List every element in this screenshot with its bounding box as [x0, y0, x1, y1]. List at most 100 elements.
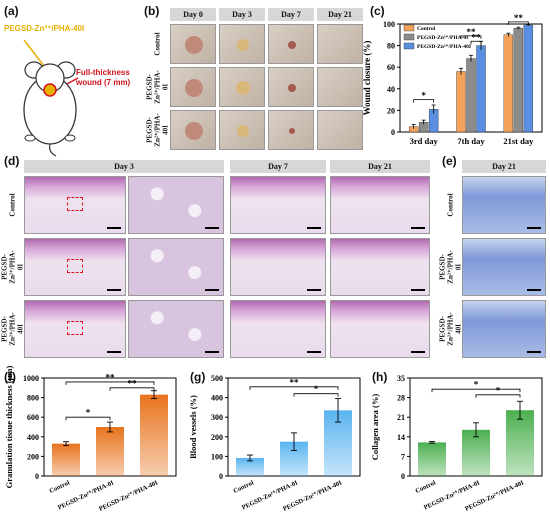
histology-header: Day 21 [330, 160, 430, 173]
histology-image [24, 300, 126, 358]
wound-spot [237, 125, 249, 137]
significance-bracket [460, 35, 482, 39]
significance-marker: ** [467, 27, 477, 37]
bar [503, 34, 514, 133]
significance-bracket [413, 99, 435, 103]
legend-entry: Control [417, 26, 436, 32]
significance-marker: * [314, 384, 319, 394]
scale-bar [411, 227, 425, 229]
y-tick-label: 1000 [23, 374, 39, 383]
bar [523, 24, 534, 133]
histology-image [128, 300, 224, 358]
y-tick-label: 0 [391, 128, 395, 137]
legend-swatch [403, 33, 415, 41]
scale-bar [527, 351, 541, 353]
photo-column-header: Day 3 [219, 8, 265, 21]
y-tick-label: 100 [211, 452, 223, 461]
wound-spot [185, 36, 203, 54]
significance-bracket [475, 394, 521, 398]
y-tick-label: 300 [211, 413, 223, 422]
wound-photo [219, 110, 265, 150]
significance-marker: * [421, 91, 426, 101]
wound-spot [289, 128, 295, 134]
histology-header: Day 3 [24, 160, 224, 173]
y-tick-label: 80 [387, 42, 395, 51]
scale-bar [205, 289, 219, 291]
wound-spot [288, 41, 296, 49]
y-tick-label: 400 [27, 433, 39, 442]
panel-f-label: (f) [4, 370, 16, 384]
wound-photo [219, 67, 265, 107]
histology-image [230, 300, 326, 358]
scale-bar [527, 227, 541, 229]
y-tick-label: 0 [35, 472, 39, 481]
wound-photo [317, 110, 363, 150]
bar [140, 394, 168, 476]
histology-row-label: Control [9, 193, 17, 217]
panel-c-label: (c) [370, 4, 385, 18]
y-tick-label: 0 [401, 472, 405, 481]
scale-bar [411, 289, 425, 291]
wound-spot [340, 130, 342, 132]
y-axis-label: Granulation tissue thickness (μm) [4, 366, 14, 488]
y-tick-label: 100 [383, 20, 395, 29]
panel-e-label: (e) [442, 154, 457, 168]
bar [466, 58, 476, 133]
significance-bracket [65, 381, 155, 385]
y-axis-label: Collagen area (%) [370, 394, 380, 461]
blood-vessels-chart: 0 100 200 300 400 500 Blood vessels (%) Control… [188, 374, 361, 513]
x-tick-label: Control [414, 479, 437, 495]
y-tick-label: 21 [397, 413, 405, 422]
scale-bar [107, 289, 121, 291]
histology-image [230, 176, 326, 234]
wound-photo [170, 24, 216, 64]
significance-bracket [65, 416, 111, 421]
y-tick-label: 0 [219, 472, 223, 481]
wound-label: Full-thickness [76, 68, 130, 77]
zoom-box [67, 259, 83, 273]
wound-photo [170, 110, 216, 150]
scale-bar [205, 351, 219, 353]
scale-bar [205, 227, 219, 229]
photo-row-label: PEGSD-Zn²⁺/PHA-40I [146, 113, 170, 147]
wound-photo [268, 110, 314, 150]
y-tick-label: 7 [401, 452, 405, 461]
histology-image [330, 238, 430, 296]
histology-header: Day 7 [230, 160, 326, 173]
wound-label-line2: wound (7 mm) [76, 78, 131, 87]
masson-row-label: Control [447, 193, 455, 217]
wound-spot [237, 39, 249, 51]
y-tick-label: 800 [27, 394, 39, 403]
wound-photo [317, 67, 363, 107]
wound-photo [317, 24, 363, 64]
x-tick-label: 7th day [457, 136, 485, 146]
significance-marker: ** [290, 377, 300, 387]
wound-photo [268, 67, 314, 107]
wound-spot [185, 79, 203, 97]
bar [476, 45, 486, 133]
significance-marker: ** [106, 372, 116, 382]
histology-image [330, 300, 430, 358]
histology-image [330, 176, 430, 234]
x-tick-label: 21st day [503, 136, 534, 146]
photo-row-label: PEGSD-Zn²⁺/PHA-0I [146, 70, 170, 104]
y-axis-label: Blood vessels (%) [188, 395, 198, 459]
histology-row-label: PEGSD-Zn²⁺/PHA-0I [1, 250, 25, 284]
masson-image [462, 300, 546, 358]
y-tick-label: 200 [27, 452, 39, 461]
photo-column-header: Day 21 [317, 8, 363, 21]
y-tick-label: 500 [211, 374, 223, 383]
significance-bracket [249, 386, 339, 390]
y-tick-label: 200 [211, 433, 223, 442]
histology-image [24, 176, 126, 234]
legend-entry: PEGSD-Zn²⁺/PHA-40I [417, 43, 471, 50]
y-tick-label: 35 [397, 374, 405, 383]
granulation-chart: 0 200 400 600 800 1000 Granulation tissue thic… [4, 366, 177, 513]
significance-marker: * [474, 380, 479, 390]
significance-bracket [470, 40, 482, 45]
bar [96, 427, 124, 476]
panel-g-label: (g) [190, 370, 206, 384]
significance-bracket [431, 388, 521, 393]
significance-bracket [293, 393, 339, 397]
